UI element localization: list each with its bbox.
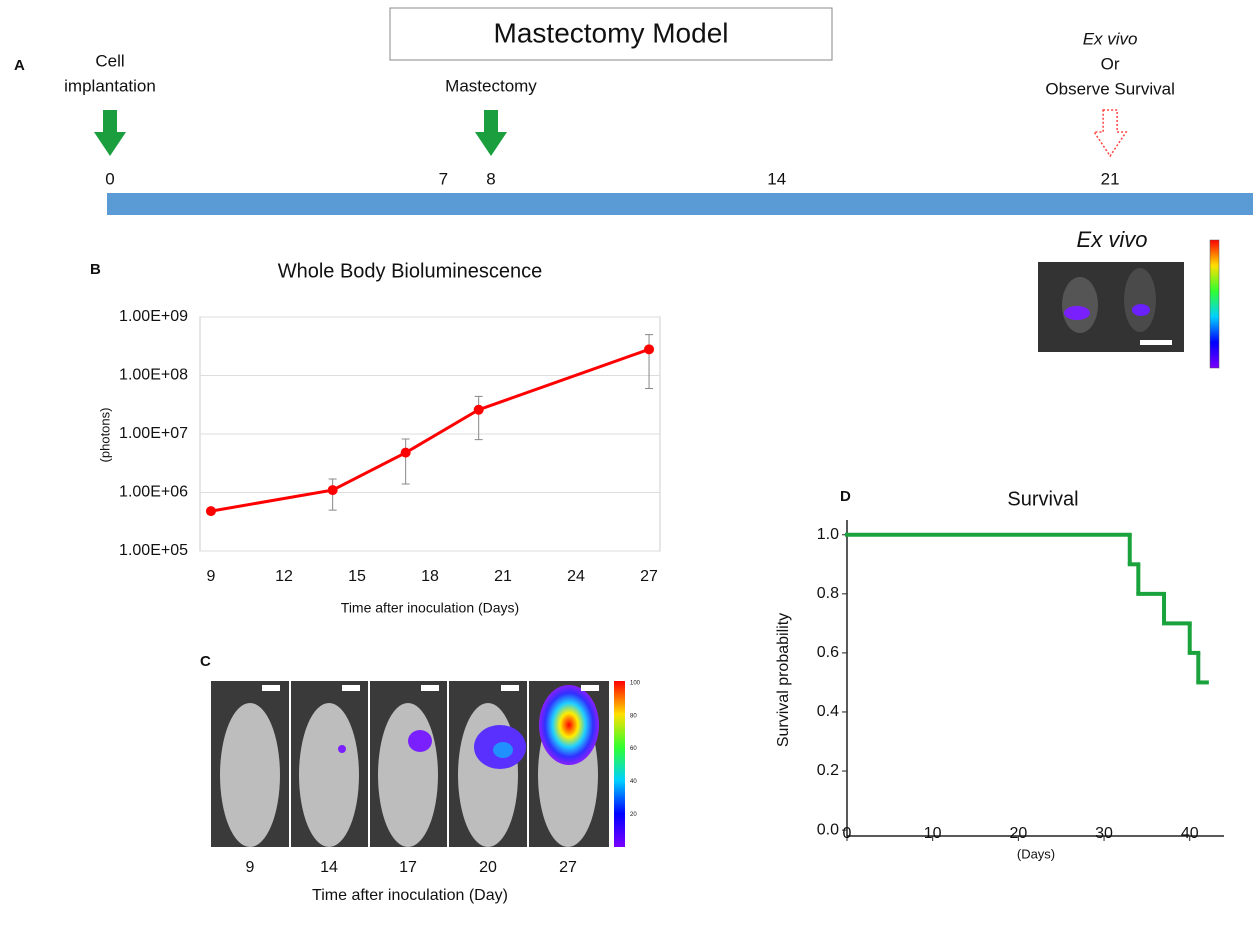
error-bar [474,395,483,441]
title-box [389,7,833,61]
error-bar [645,334,654,389]
colorbar-tick: 80 [630,713,637,719]
y-axis-label: (photons) [97,408,112,463]
event-label: Observe Survival [1045,79,1174,98]
day-label: 20 [479,859,497,876]
data-point [327,485,338,496]
event-arrow [1092,109,1128,158]
timeline-tick: 21 [1101,169,1120,188]
x-tick-label: 21 [494,568,512,585]
timeline-title: Mastectomy Model [494,17,729,48]
ex-vivo-title: Ex vivo [1077,227,1148,252]
timeline-tick: 8 [486,169,495,188]
mouse-images [211,681,625,847]
y-tick-label: 0.6 [817,644,839,661]
x-tick-label: 27 [640,568,658,585]
panel-label: A [14,57,25,74]
y-tick-label: 1.00E+07 [119,425,188,442]
x-tick-label: 30 [1095,825,1113,842]
day-label: 9 [246,859,255,876]
colorbar-tick: 40 [630,779,637,785]
y-tick-label: 1.00E+06 [119,484,188,501]
data-point [644,344,655,355]
day-label: 17 [399,859,417,876]
event-arrow [475,110,507,156]
y-tick-label: 1.00E+05 [119,542,188,559]
y-tick-label: 1.00E+09 [119,308,188,325]
x-axis-label: (Days) [1017,846,1055,861]
x-tick-label: 18 [421,568,439,585]
event-label: Or [1101,54,1120,73]
y-tick-label: 0.4 [817,703,839,720]
data-line [210,347,650,513]
event-label: Mastectomy [445,76,537,95]
x-tick-label: 24 [567,568,585,585]
timeline-tick: 7 [439,169,448,188]
error-bar [401,438,410,485]
data-point [400,447,411,458]
x-axis-label: Time after inoculation (Days) [341,600,519,616]
y-axis-label: Survival probability [775,613,792,747]
data-point [205,506,216,517]
event-label: Cell [95,51,124,70]
colorbar-tick: 20 [630,812,637,818]
panel-label: B [90,261,101,278]
data-point [473,404,484,415]
x-tick-label: 9 [206,568,215,585]
chart-title: Whole Body Bioluminescence [278,260,543,282]
y-tick-label: 0.8 [817,585,839,602]
x-tick-label: 10 [924,825,942,842]
colorbar-tick: 60 [630,746,637,752]
panel-label: C [200,653,211,670]
event-label: implantation [64,76,156,95]
timeline-tick: 14 [767,169,786,188]
day-label: 14 [320,859,338,876]
x-tick-label: 0 [843,825,852,842]
y-tick-label: 1.00E+08 [119,367,188,384]
y-tick-label: 0.0 [817,821,839,838]
ex-vivo-image [1038,239,1220,369]
x-tick-label: 40 [1181,825,1199,842]
timeline-bar [107,193,1253,215]
panel-label: D [840,488,851,505]
x-tick-label: 20 [1009,825,1027,842]
event-label: Ex vivo [1083,29,1138,48]
event-arrow [94,110,126,156]
imaging-x-label: Time after inoculation (Day) [312,887,508,904]
x-tick-label: 15 [348,568,366,585]
x-tick-label: 12 [275,568,293,585]
colorbar-tick: 100 [630,681,641,687]
day-label: 27 [559,859,577,876]
y-tick-label: 1.0 [817,526,839,543]
chart-title: Survival [1007,488,1078,510]
timeline-tick: 0 [105,169,114,188]
y-tick-label: 0.2 [817,762,839,779]
